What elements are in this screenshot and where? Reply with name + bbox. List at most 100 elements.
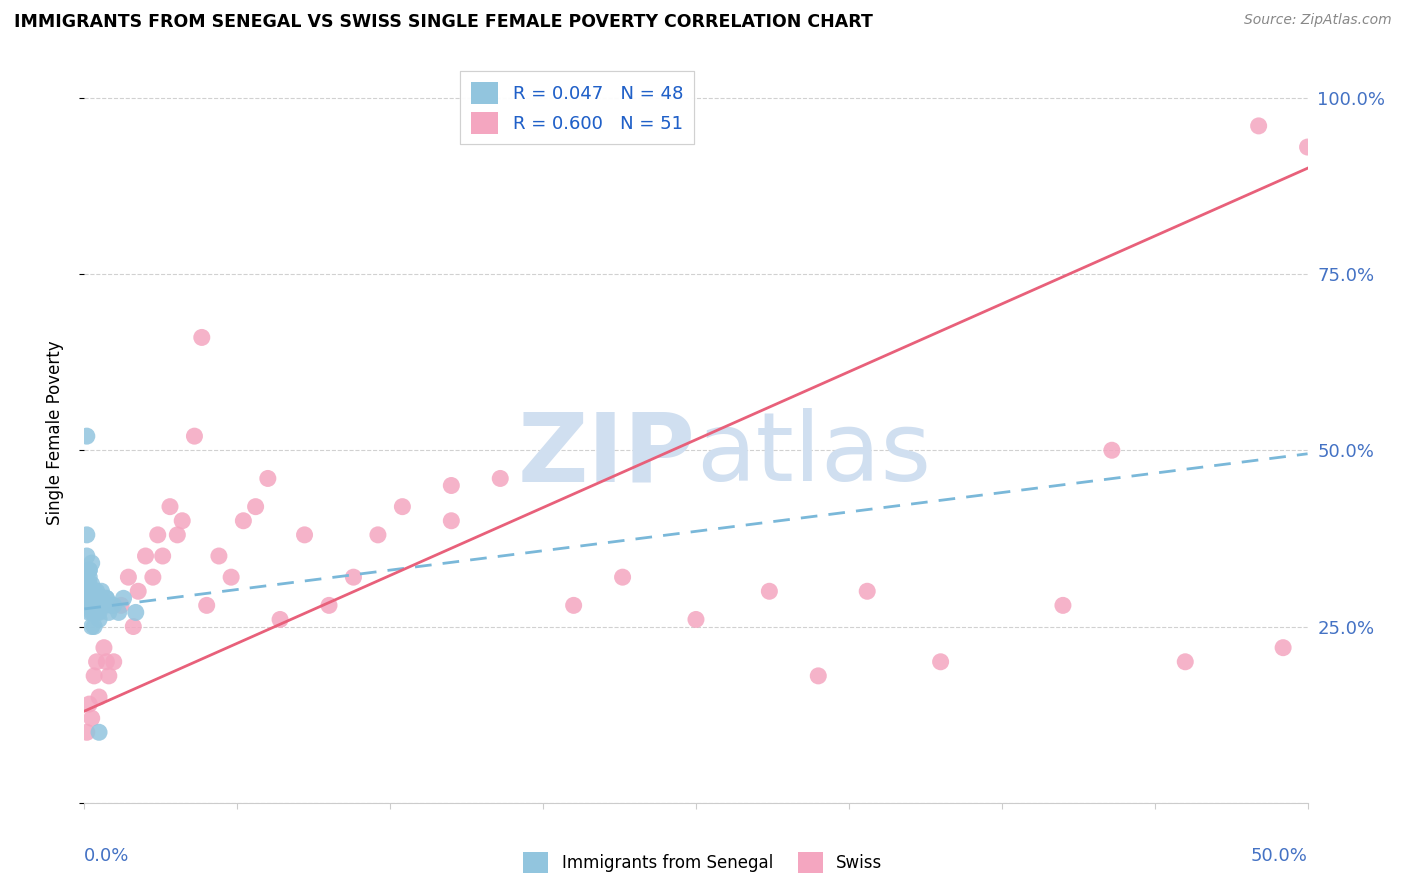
Point — [86, 599, 108, 613]
Point — [245, 500, 267, 514]
Point — [146, 528, 169, 542]
Point — [80, 711, 103, 725]
Point — [93, 599, 115, 613]
Point — [1272, 640, 1295, 655]
Point — [208, 549, 231, 563]
Point — [96, 655, 118, 669]
Text: IMMIGRANTS FROM SENEGAL VS SWISS SINGLE FEMALE POVERTY CORRELATION CHART: IMMIGRANTS FROM SENEGAL VS SWISS SINGLE … — [14, 13, 873, 31]
Point — [93, 640, 115, 655]
Point — [77, 563, 100, 577]
Point — [76, 725, 98, 739]
Text: atlas: atlas — [696, 409, 931, 501]
Point — [612, 570, 634, 584]
Point — [1052, 599, 1074, 613]
Point — [90, 584, 112, 599]
Text: 0.0%: 0.0% — [84, 847, 129, 865]
Point — [76, 570, 98, 584]
Point — [856, 584, 879, 599]
Point — [807, 669, 830, 683]
Point — [232, 514, 254, 528]
Legend: Immigrants from Senegal, Swiss: Immigrants from Senegal, Swiss — [517, 846, 889, 880]
Point — [172, 514, 194, 528]
Point — [77, 577, 100, 591]
Point — [122, 619, 145, 633]
Point — [97, 606, 120, 620]
Point — [929, 655, 952, 669]
Point — [135, 549, 157, 563]
Point — [80, 606, 103, 620]
Point — [269, 612, 291, 626]
Point — [489, 471, 512, 485]
Point — [391, 500, 413, 514]
Point — [77, 591, 100, 606]
Point — [76, 429, 98, 443]
Point — [80, 599, 103, 613]
Point — [294, 528, 316, 542]
Point — [685, 612, 707, 626]
Point — [77, 584, 100, 599]
Point — [77, 591, 100, 606]
Point — [77, 570, 100, 584]
Point — [80, 556, 103, 570]
Point — [83, 606, 105, 620]
Point — [1247, 119, 1270, 133]
Point — [183, 429, 205, 443]
Point — [76, 528, 98, 542]
Point — [87, 599, 110, 613]
Point — [80, 577, 103, 591]
Point — [100, 599, 122, 613]
Point — [83, 669, 105, 683]
Point — [96, 591, 118, 606]
Point — [219, 570, 242, 584]
Text: Source: ZipAtlas.com: Source: ZipAtlas.com — [1244, 13, 1392, 28]
Text: 50.0%: 50.0% — [1251, 847, 1308, 865]
Point — [77, 697, 100, 711]
Point — [86, 606, 108, 620]
Point — [342, 570, 364, 584]
Point — [191, 330, 214, 344]
Point — [77, 563, 100, 577]
Point — [80, 619, 103, 633]
Point — [562, 599, 585, 613]
Point — [257, 471, 280, 485]
Point — [83, 599, 105, 613]
Point — [367, 528, 389, 542]
Point — [76, 549, 98, 563]
Point — [318, 599, 340, 613]
Point — [87, 612, 110, 626]
Point — [1101, 443, 1123, 458]
Point — [112, 591, 135, 606]
Point — [83, 584, 105, 599]
Point — [440, 514, 463, 528]
Point — [90, 591, 112, 606]
Legend: R = 0.047   N = 48, R = 0.600   N = 51: R = 0.047 N = 48, R = 0.600 N = 51 — [460, 71, 695, 145]
Point — [80, 584, 103, 599]
Point — [86, 591, 108, 606]
Point — [107, 606, 129, 620]
Point — [87, 606, 110, 620]
Point — [76, 584, 98, 599]
Y-axis label: Single Female Poverty: Single Female Poverty — [45, 341, 63, 524]
Point — [152, 549, 174, 563]
Point — [103, 655, 125, 669]
Point — [127, 584, 149, 599]
Point — [125, 606, 148, 620]
Point — [86, 584, 108, 599]
Point — [87, 725, 110, 739]
Point — [1296, 140, 1319, 154]
Point — [77, 606, 100, 620]
Point — [97, 669, 120, 683]
Point — [117, 570, 139, 584]
Point — [76, 599, 98, 613]
Point — [103, 599, 125, 613]
Point — [758, 584, 780, 599]
Point — [86, 655, 108, 669]
Point — [166, 528, 188, 542]
Text: ZIP: ZIP — [517, 409, 696, 501]
Point — [83, 606, 105, 620]
Point — [86, 599, 108, 613]
Point — [87, 690, 110, 704]
Point — [90, 591, 112, 606]
Point — [142, 570, 165, 584]
Point — [80, 591, 103, 606]
